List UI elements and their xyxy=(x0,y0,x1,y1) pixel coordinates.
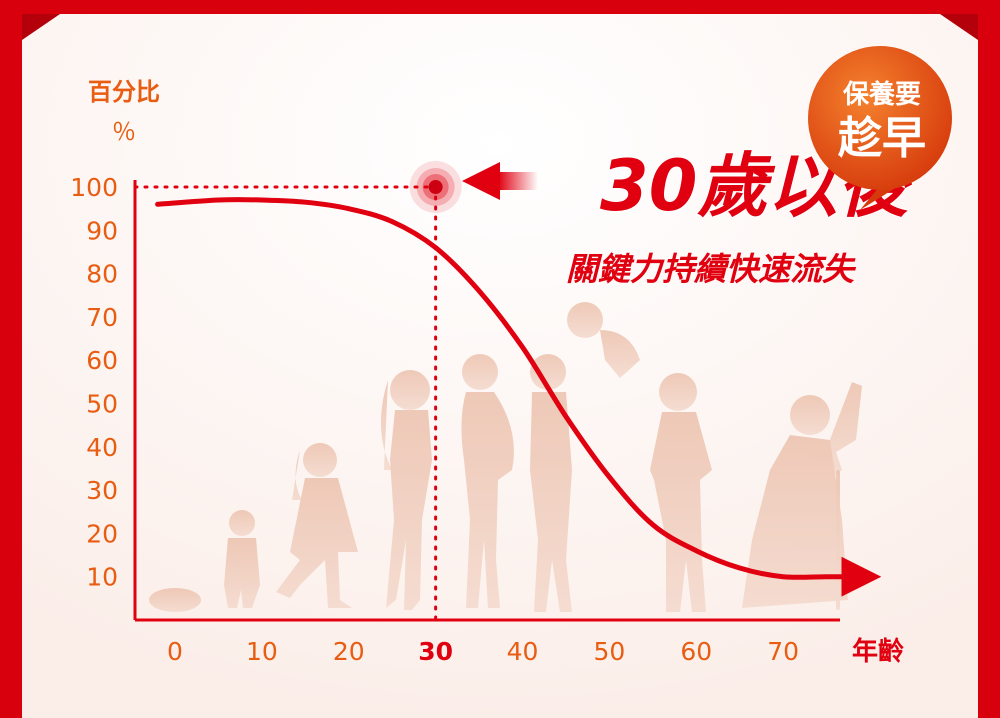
y-tick-label: 80 xyxy=(86,260,118,289)
badge-circle xyxy=(808,46,952,190)
headline-arrow xyxy=(462,162,538,200)
y-tick-label: 10 xyxy=(86,563,118,592)
percentage-curve xyxy=(155,197,882,597)
x-tick-label: 50 xyxy=(593,637,625,666)
x-tick-label: 0 xyxy=(167,637,183,666)
girl-silhouette xyxy=(276,443,358,608)
frame-corner-left xyxy=(22,14,60,40)
young-woman-silhouette xyxy=(380,370,432,610)
y-tick-label: 40 xyxy=(86,433,118,462)
y-tick-label: 30 xyxy=(86,476,118,505)
x-axis-title: 年齡 xyxy=(852,636,904,667)
pregnant-woman-silhouette xyxy=(461,354,514,608)
x-tick-labels: 0 10 20 30 40 50 60 70 xyxy=(167,637,799,666)
highlight-guides xyxy=(133,185,438,622)
badge-line-2: 趁早 xyxy=(838,113,926,164)
y-tick-label: 100 xyxy=(70,173,118,202)
marker-dot xyxy=(428,180,443,194)
y-axis-title: 百分比 xyxy=(88,78,160,106)
badge-line-1: 保養要 xyxy=(842,80,921,110)
x-tick-label: 40 xyxy=(507,637,539,666)
top-frame-band xyxy=(0,0,1000,14)
x-tick-label-highlight: 30 xyxy=(418,637,453,666)
y-axis-unit: ％ xyxy=(112,118,136,146)
y-tick-label: 70 xyxy=(86,303,118,332)
middle-aged-woman-silhouette xyxy=(650,373,712,612)
reminder-badge: 保養要 趁早 xyxy=(808,46,952,210)
frame-corner-right xyxy=(940,14,978,40)
elderly-woman-silhouette xyxy=(742,382,862,610)
y-tick-label: 50 xyxy=(86,390,118,419)
right-frame-band xyxy=(978,0,1000,718)
y-tick-label: 60 xyxy=(86,346,118,375)
y-tick-label: 20 xyxy=(86,519,118,548)
x-tick-label: 70 xyxy=(767,637,799,666)
y-tick-label: 90 xyxy=(86,216,118,245)
x-tick-label: 20 xyxy=(333,637,365,666)
mother-silhouette xyxy=(530,302,640,612)
age-silhouettes xyxy=(149,302,862,612)
baby-silhouette xyxy=(149,588,201,612)
y-tick-labels: 100 90 80 70 60 50 40 30 20 10 xyxy=(70,173,118,592)
left-frame-band xyxy=(0,0,22,718)
toddler-silhouette xyxy=(224,510,260,608)
subheadline-text: 關鍵力持續快速流失 xyxy=(566,250,857,288)
x-tick-label: 10 xyxy=(246,637,278,666)
highlight-marker xyxy=(409,161,462,213)
x-tick-label: 60 xyxy=(680,637,712,666)
